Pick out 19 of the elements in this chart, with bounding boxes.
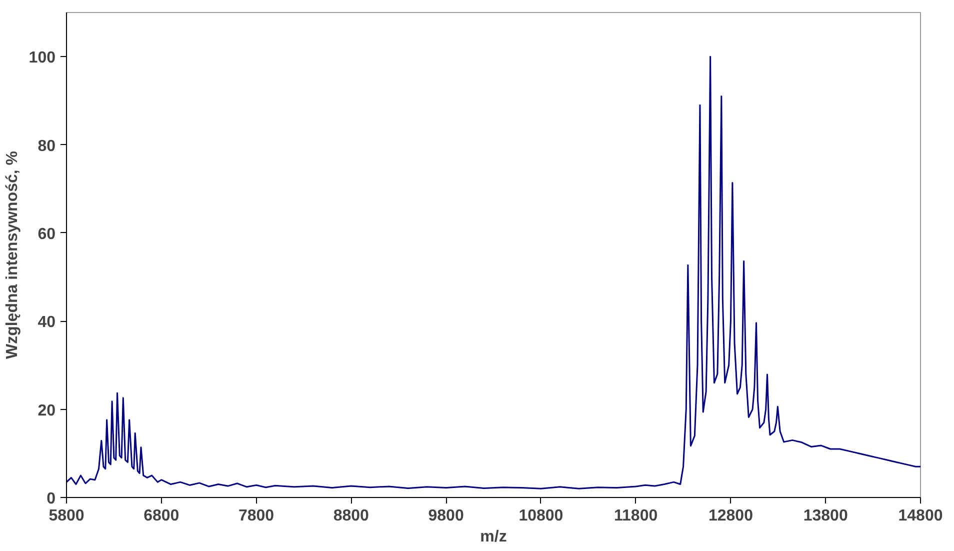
line-series — [66, 56, 920, 490]
x-tick-label: 7800 — [238, 508, 274, 524]
y-tick-label: 60 — [38, 226, 56, 243]
y-axis-title: Względna intensywność, % — [4, 150, 21, 360]
x-tick-label: 5800 — [48, 508, 84, 524]
x-axis-title: m/z — [480, 528, 507, 546]
y-tick-label: 20 — [38, 402, 56, 420]
x-tick-label: 9800 — [428, 508, 464, 524]
x-tick-label: 13800 — [803, 508, 848, 524]
x-tick-label: 10800 — [518, 508, 564, 524]
x-tick-label: 14800 — [898, 508, 943, 524]
x-tick-label: 11800 — [614, 508, 658, 524]
x-tick-label: 6800 — [144, 508, 180, 524]
y-tick-label: 80 — [38, 138, 56, 155]
x-tick-label: 12800 — [708, 508, 754, 524]
y-tick-label: 0 — [46, 490, 56, 508]
y-tick-label: 40 — [38, 314, 56, 332]
x-tick-label: 8800 — [333, 508, 370, 524]
y-tick-label: 100 — [28, 50, 56, 67]
